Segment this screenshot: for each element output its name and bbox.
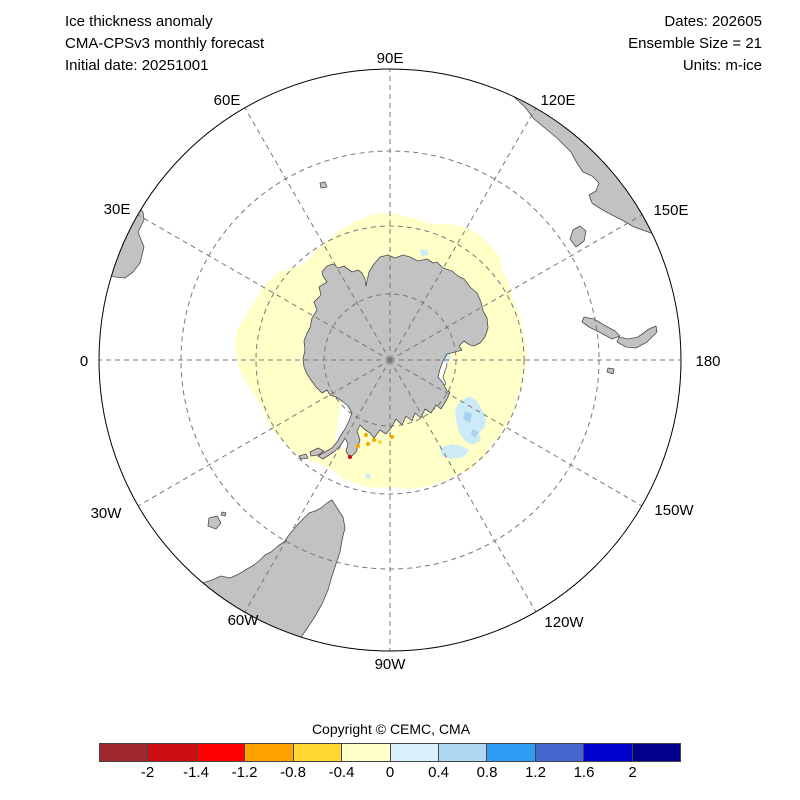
colorbar-cell-8: [487, 744, 536, 761]
colorbar-cell-2: [196, 744, 246, 761]
grid-label-150w: 150W: [654, 502, 694, 519]
colorbar-tick: -0.8: [280, 764, 306, 781]
colorbar-tick: -1.2: [231, 764, 258, 781]
strong-anomaly-spots: [348, 433, 394, 459]
colorbar-cell-0: [100, 744, 149, 761]
initial-date-label: Initial date: 20251001: [65, 57, 209, 74]
new-zealand-north-island: [616, 325, 658, 349]
colorbar-cell-6: [390, 744, 439, 761]
colorbar-cell-10: [584, 744, 633, 761]
peninsula-islands-2: [298, 453, 309, 460]
figure-subtitle: CMA-CPSv3 monthly forecast: [65, 35, 265, 52]
colorbar: [99, 743, 681, 762]
colorbar-tick: -2: [140, 764, 155, 781]
ensemble-size-label: Ensemble Size = 21: [628, 35, 762, 52]
new-zealand-south-island: [581, 316, 621, 340]
positive-anomaly-patch-inner1: [463, 411, 472, 423]
colorbar-cell-7: [438, 744, 488, 761]
colorbar-tick: 1.6: [573, 764, 595, 781]
positive-anomaly-patch-inner2: [471, 429, 479, 438]
tasmania-island: [569, 225, 587, 248]
meta-block: Dates: 202605 Ensemble Size = 21 Units: …: [628, 11, 762, 77]
peninsula-islands-1: [309, 447, 325, 457]
units-label: Units: m-ice: [682, 57, 762, 74]
colorbar-cell-4: [293, 744, 343, 761]
grid-label-90w: 90W: [375, 656, 407, 673]
colorbar-cell-11: [632, 744, 681, 761]
positive-anomaly-speck-south: [365, 474, 371, 479]
antarctica-landmass: [302, 254, 489, 460]
grid-label-30e: 30E: [104, 201, 131, 218]
grid-label-120e: 120E: [540, 92, 575, 109]
title-block: Ice thickness anomaly CMA-CPSv3 monthly …: [65, 11, 264, 77]
colorbar-cell-9: [535, 744, 585, 761]
islet-southeast: [606, 367, 615, 375]
colorbar-tick: -1.4: [183, 764, 209, 781]
islet-southwest-1: [207, 515, 222, 530]
colorbar-tick: 0: [385, 764, 395, 781]
grid-label-180: 180: [695, 353, 720, 370]
islet-southwest-2: [220, 511, 227, 517]
islet-north: [319, 181, 328, 189]
colorbar-tick: 2: [628, 764, 637, 781]
colorbar-cell-5: [342, 744, 391, 761]
grid-label-150e: 150E: [653, 202, 688, 219]
colorbar-tick: -0.4: [328, 764, 355, 781]
colorbar-cell-1: [148, 744, 197, 761]
grid-label-0: 0: [80, 353, 88, 370]
positive-anomaly-speck-north: [420, 249, 429, 256]
colorbar-tick: 0.4: [428, 764, 449, 781]
grid-label-120w: 120W: [544, 614, 584, 631]
colorbar-cell-3: [245, 744, 294, 761]
colorbar-tick: 0.8: [476, 764, 498, 781]
positive-anomaly-patch-south: [440, 444, 469, 459]
graticule: [99, 69, 681, 651]
colorbar-tick: 1.2: [525, 764, 546, 781]
colorbar-tick-labels: -2 -1.4 -1.2 -0.8 -0.4 0 0.4 0.8 1.2 1.6 2: [99, 764, 681, 784]
grid-label-30w: 30W: [91, 505, 123, 522]
dates-label: Dates: 202605: [664, 13, 762, 30]
map-boundary-circle: [98, 68, 682, 652]
grid-label-90e: 90E: [377, 50, 404, 67]
copyright-text: Copyright © CEMC, CMA: [311, 721, 471, 737]
grid-label-60w: 60W: [228, 612, 260, 629]
grid-label-60e: 60E: [214, 92, 241, 109]
figure-title: Ice thickness anomaly: [65, 13, 213, 30]
